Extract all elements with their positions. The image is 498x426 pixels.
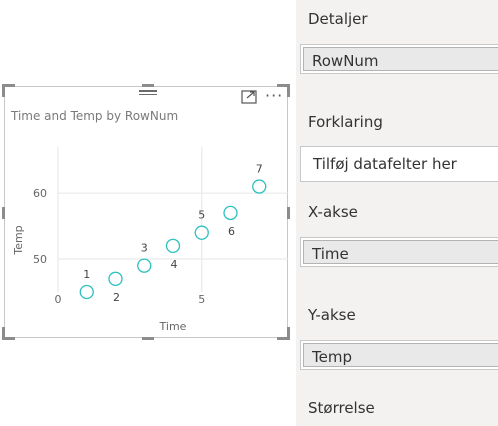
details-section-label: Detaljer xyxy=(308,10,368,28)
resize-handle-bottom[interactable] xyxy=(142,337,154,340)
point-label: 2 xyxy=(113,291,120,304)
scatter-point xyxy=(137,258,152,273)
legend-well[interactable]: Tilføj datafelter her xyxy=(300,146,498,182)
resize-handle-top-right[interactable] xyxy=(277,84,290,97)
point-label: 7 xyxy=(256,163,263,176)
y-tick-label: 50 xyxy=(33,253,47,266)
scatter-visual[interactable]: ··· Time and Temp by RowNum 50 60 0 5 Time Te… xyxy=(2,84,290,340)
point-label: 5 xyxy=(198,209,205,222)
resize-handle-right[interactable] xyxy=(287,207,290,219)
point-label: 3 xyxy=(141,242,148,255)
x-axis-title: Time xyxy=(159,320,187,333)
scatter-point xyxy=(252,179,267,194)
field-wells-pane: Detaljer RowNum Forklaring Tilføj datafe… xyxy=(296,0,498,426)
x-tick-label: 5 xyxy=(198,293,205,306)
scatter-point xyxy=(223,205,238,221)
legend-section-label: Forklaring xyxy=(308,113,383,131)
y-axis-title: Temp xyxy=(12,225,25,255)
scatter-chart: 50 60 0 5 Time Temp 1 2 3 4 5 6 7 xyxy=(12,147,288,333)
resize-handle-left[interactable] xyxy=(2,207,5,219)
scatter-point xyxy=(194,225,209,240)
details-field-name: RowNum xyxy=(312,52,379,70)
y-tick-label: 60 xyxy=(33,187,47,200)
scatter-point xyxy=(79,284,94,300)
more-options-icon[interactable]: ··· xyxy=(265,86,284,105)
legend-placeholder: Tilføj datafelter her xyxy=(313,155,457,173)
x-axis-section-label: X-akse xyxy=(308,203,358,221)
y-axis-well[interactable]: Temp xyxy=(300,340,498,370)
drag-grip-icon[interactable] xyxy=(139,90,157,98)
point-label: 1 xyxy=(83,268,90,281)
point-label: 4 xyxy=(171,258,178,271)
x-tick-label: 0 xyxy=(55,293,62,306)
chart-title: Time and Temp by RowNum xyxy=(11,109,179,123)
scatter-point xyxy=(108,271,123,286)
x-axis-well[interactable]: Time xyxy=(300,237,498,267)
size-section-label: Størrelse xyxy=(308,399,375,417)
x-axis-field-pill[interactable]: Time xyxy=(303,240,498,264)
resize-handle-bottom-left[interactable] xyxy=(2,327,15,340)
y-axis-section-label: Y-akse xyxy=(308,306,356,324)
x-axis-field-name: Time xyxy=(312,245,349,263)
y-axis-field-name: Temp xyxy=(312,348,352,366)
resize-handle-top[interactable] xyxy=(142,84,154,87)
details-well[interactable]: RowNum xyxy=(300,44,498,74)
scatter-point xyxy=(165,238,181,254)
focus-mode-icon[interactable] xyxy=(241,90,257,104)
y-axis-field-pill[interactable]: Temp xyxy=(303,343,498,367)
point-label: 6 xyxy=(228,225,235,238)
resize-handle-bottom-right[interactable] xyxy=(277,327,290,340)
resize-handle-top-left[interactable] xyxy=(2,84,15,97)
details-field-pill[interactable]: RowNum xyxy=(303,47,498,71)
